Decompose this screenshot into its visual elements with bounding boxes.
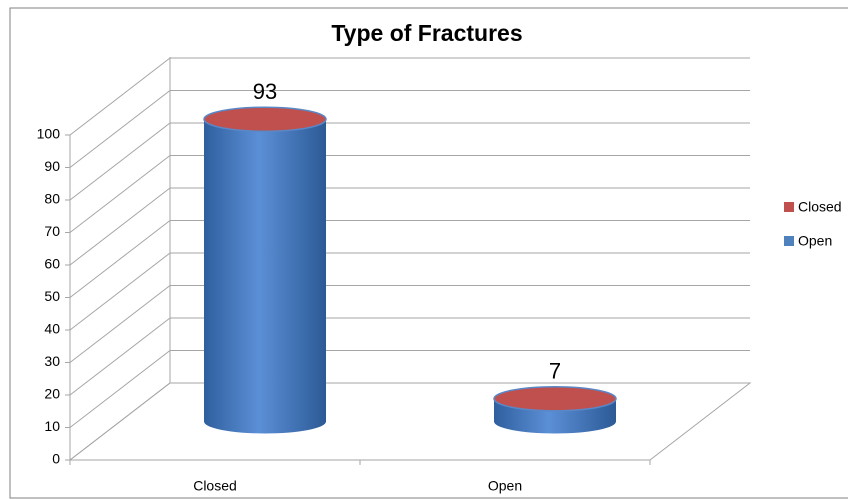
grid-line — [69, 187, 750, 266]
chart-title: Type of Fractures — [331, 20, 522, 46]
grid-line — [69, 285, 750, 363]
y-tick-label: 20 — [44, 386, 60, 402]
y-tick-label: 30 — [44, 353, 60, 369]
y-tick-label: 0 — [52, 451, 60, 467]
y-tick-label: 100 — [37, 126, 61, 142]
grid-line — [69, 122, 750, 201]
legend-label: Closed — [798, 199, 842, 215]
cylinder — [493, 386, 617, 434]
x-tick-label: Open — [488, 478, 522, 494]
grid-line — [69, 220, 750, 298]
data-label: 7 — [549, 359, 561, 384]
y-tick-label: 10 — [44, 418, 60, 434]
data-label: 93 — [253, 79, 277, 104]
legend-swatch — [784, 202, 794, 212]
grid-line — [69, 57, 750, 136]
y-tick-label: 70 — [44, 223, 60, 239]
grid-line — [69, 350, 750, 428]
cylinder-top — [203, 106, 327, 132]
grid-line — [69, 252, 750, 331]
grid-line — [69, 155, 750, 233]
grid-line — [69, 317, 750, 396]
legend-label: Open — [798, 233, 832, 249]
cylinder — [203, 106, 327, 434]
x-tick-label: Closed — [193, 478, 237, 494]
y-tick-label: 90 — [44, 158, 60, 174]
y-tick-label: 40 — [44, 321, 60, 337]
y-tick-label: 60 — [44, 256, 60, 272]
legend-swatch — [784, 236, 794, 246]
grid-line — [69, 90, 750, 168]
y-tick-label: 50 — [44, 288, 60, 304]
grid-line — [69, 382, 750, 461]
cylinder-top — [493, 386, 617, 412]
y-tick-label: 80 — [44, 191, 60, 207]
cylinder-body — [204, 119, 326, 434]
